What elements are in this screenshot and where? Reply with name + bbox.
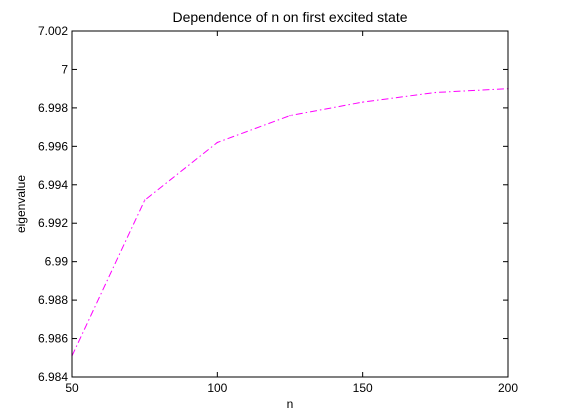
data-point	[362, 101, 364, 103]
y-tick-label: 6.996	[38, 139, 68, 153]
data-point	[434, 91, 436, 94]
data-point	[144, 199, 146, 201]
ticks	[71, 30, 509, 378]
y-tick-label: 6.998	[38, 101, 68, 115]
plot-area	[72, 31, 508, 377]
y-tick-label: 6.992	[38, 216, 68, 230]
y-tick-label: 6.99	[45, 255, 69, 269]
y-tick-label: 7.002	[38, 24, 68, 38]
x-tick-label: 150	[353, 381, 373, 395]
data-point	[216, 141, 218, 144]
data-point	[289, 114, 291, 117]
plot-frame	[71, 30, 509, 378]
chart-title: Dependence of n on first excited state	[172, 9, 407, 25]
y-tick-label: 6.988	[38, 293, 68, 307]
y-tick-label: 6.984	[38, 370, 68, 384]
y-tick-label: 6.986	[38, 332, 68, 346]
y-tick-label: 6.994	[38, 178, 68, 192]
x-tick-label: 200	[498, 381, 518, 395]
y-tick-label: 7	[61, 62, 68, 76]
x-axis-title: n	[287, 397, 294, 411]
x-tick-label: 100	[207, 381, 227, 395]
tick-labels: 50 100 150 200 6.984 6.986 6.988 6.99 6.992 6.994…	[38, 24, 518, 395]
x-tick-label: 50	[65, 381, 79, 395]
y-axis-title: eigenvalue	[14, 175, 28, 233]
